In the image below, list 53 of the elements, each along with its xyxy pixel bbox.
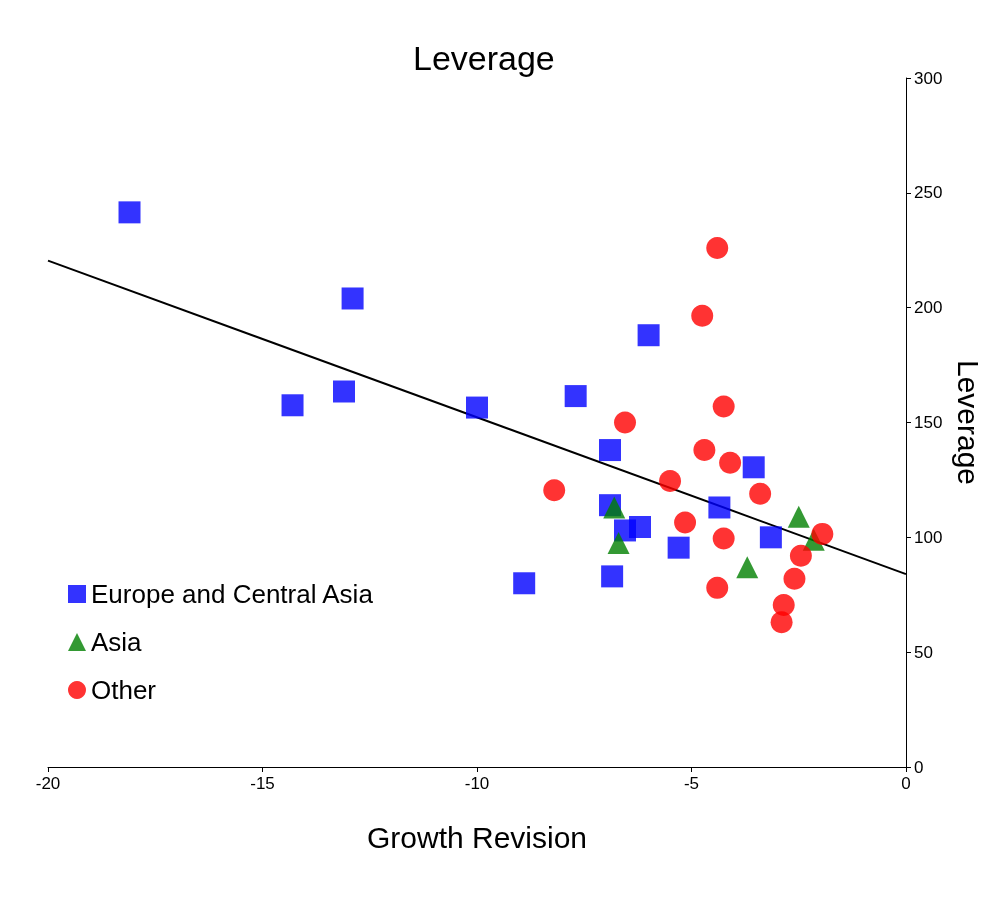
y-tick-label: 50 <box>914 642 933 662</box>
point <box>749 482 772 505</box>
point <box>787 505 810 528</box>
point <box>742 456 765 479</box>
x-tick-label: -20 <box>35 774 61 793</box>
point <box>637 324 660 347</box>
point <box>674 511 697 534</box>
point <box>118 201 141 224</box>
y-tick-label: 150 <box>914 413 943 432</box>
point <box>770 611 793 634</box>
point <box>607 532 630 555</box>
point <box>614 411 637 434</box>
legend-label: Other <box>91 675 157 705</box>
point <box>783 567 806 590</box>
legend-label: Asia <box>91 627 143 657</box>
point <box>708 496 731 519</box>
x-tick-label: 0 <box>901 774 911 793</box>
point <box>598 439 621 462</box>
point <box>712 395 735 418</box>
point <box>513 572 536 595</box>
point <box>712 527 735 550</box>
y-tick-label: 250 <box>914 183 943 203</box>
point <box>281 394 304 417</box>
point <box>603 496 626 519</box>
point <box>691 304 714 327</box>
point <box>811 522 834 545</box>
point <box>706 576 729 599</box>
point <box>693 439 716 462</box>
point <box>564 385 587 408</box>
point <box>601 565 624 588</box>
point <box>543 479 566 502</box>
y-tick-label: 200 <box>914 298 943 318</box>
point <box>736 556 759 579</box>
x-tick-label: -10 <box>464 774 490 793</box>
point <box>341 287 364 310</box>
point <box>759 526 782 549</box>
point <box>789 544 812 567</box>
x-tick-label: -5 <box>683 774 700 793</box>
legend-label: Europe and Central Asia <box>91 579 374 609</box>
point <box>333 380 356 403</box>
point <box>719 451 742 474</box>
point <box>629 516 652 538</box>
point <box>706 236 729 259</box>
y-tick-label: 0 <box>914 757 924 777</box>
point <box>659 470 682 493</box>
y-tick-label: 100 <box>914 527 943 547</box>
chart-title: Leverage <box>413 39 555 77</box>
x-tick-label: -15 <box>250 774 275 793</box>
point <box>466 396 488 419</box>
x-axis-title: Growth Revision <box>366 820 588 854</box>
y-axis-title: Leverage <box>951 359 985 486</box>
point <box>667 536 690 559</box>
y-tick-label: 300 <box>914 68 943 88</box>
